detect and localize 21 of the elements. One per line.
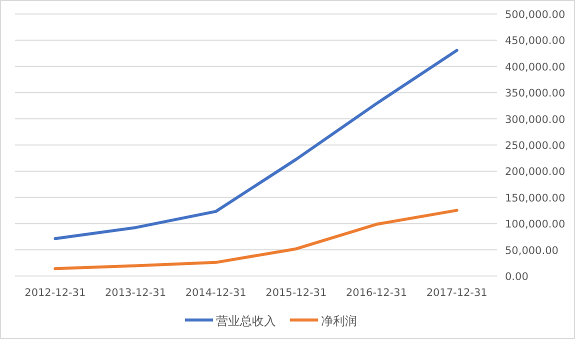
- x-tick-label: 2017-12-31: [426, 287, 488, 299]
- line-series: [54, 208, 458, 270]
- x-tick-label: 2016-12-31: [346, 287, 408, 299]
- x-tick-label: 2014-12-31: [185, 287, 246, 299]
- x-tick-label: 2012-12-31: [24, 287, 86, 299]
- y-tick-label: 250,000.00: [505, 140, 566, 152]
- y-tick-label: 150,000.00: [505, 192, 566, 204]
- x-tick-label: 2015-12-31: [266, 287, 327, 299]
- y-tick-label: 300,000.00: [505, 114, 566, 126]
- y-tick-label: 200,000.00: [505, 166, 566, 178]
- y-tick-label: 450,000.00: [505, 35, 566, 48]
- y-tick-label: 50,000.00: [505, 244, 558, 257]
- y-tick-label: 100,000.00: [505, 218, 566, 231]
- y-tick-label: 500,000.00: [505, 9, 566, 21]
- y-tick-label: 400,000.00: [505, 61, 566, 74]
- x-tick-label: 2013-12-31: [104, 287, 166, 299]
- y-tick-label: 350,000.00: [505, 88, 566, 100]
- legend-label: 净利润: [321, 314, 357, 328]
- line-series: [54, 48, 458, 240]
- legend-label: 营业总收入: [216, 314, 276, 328]
- y-tick-label: 0.00: [505, 271, 528, 283]
